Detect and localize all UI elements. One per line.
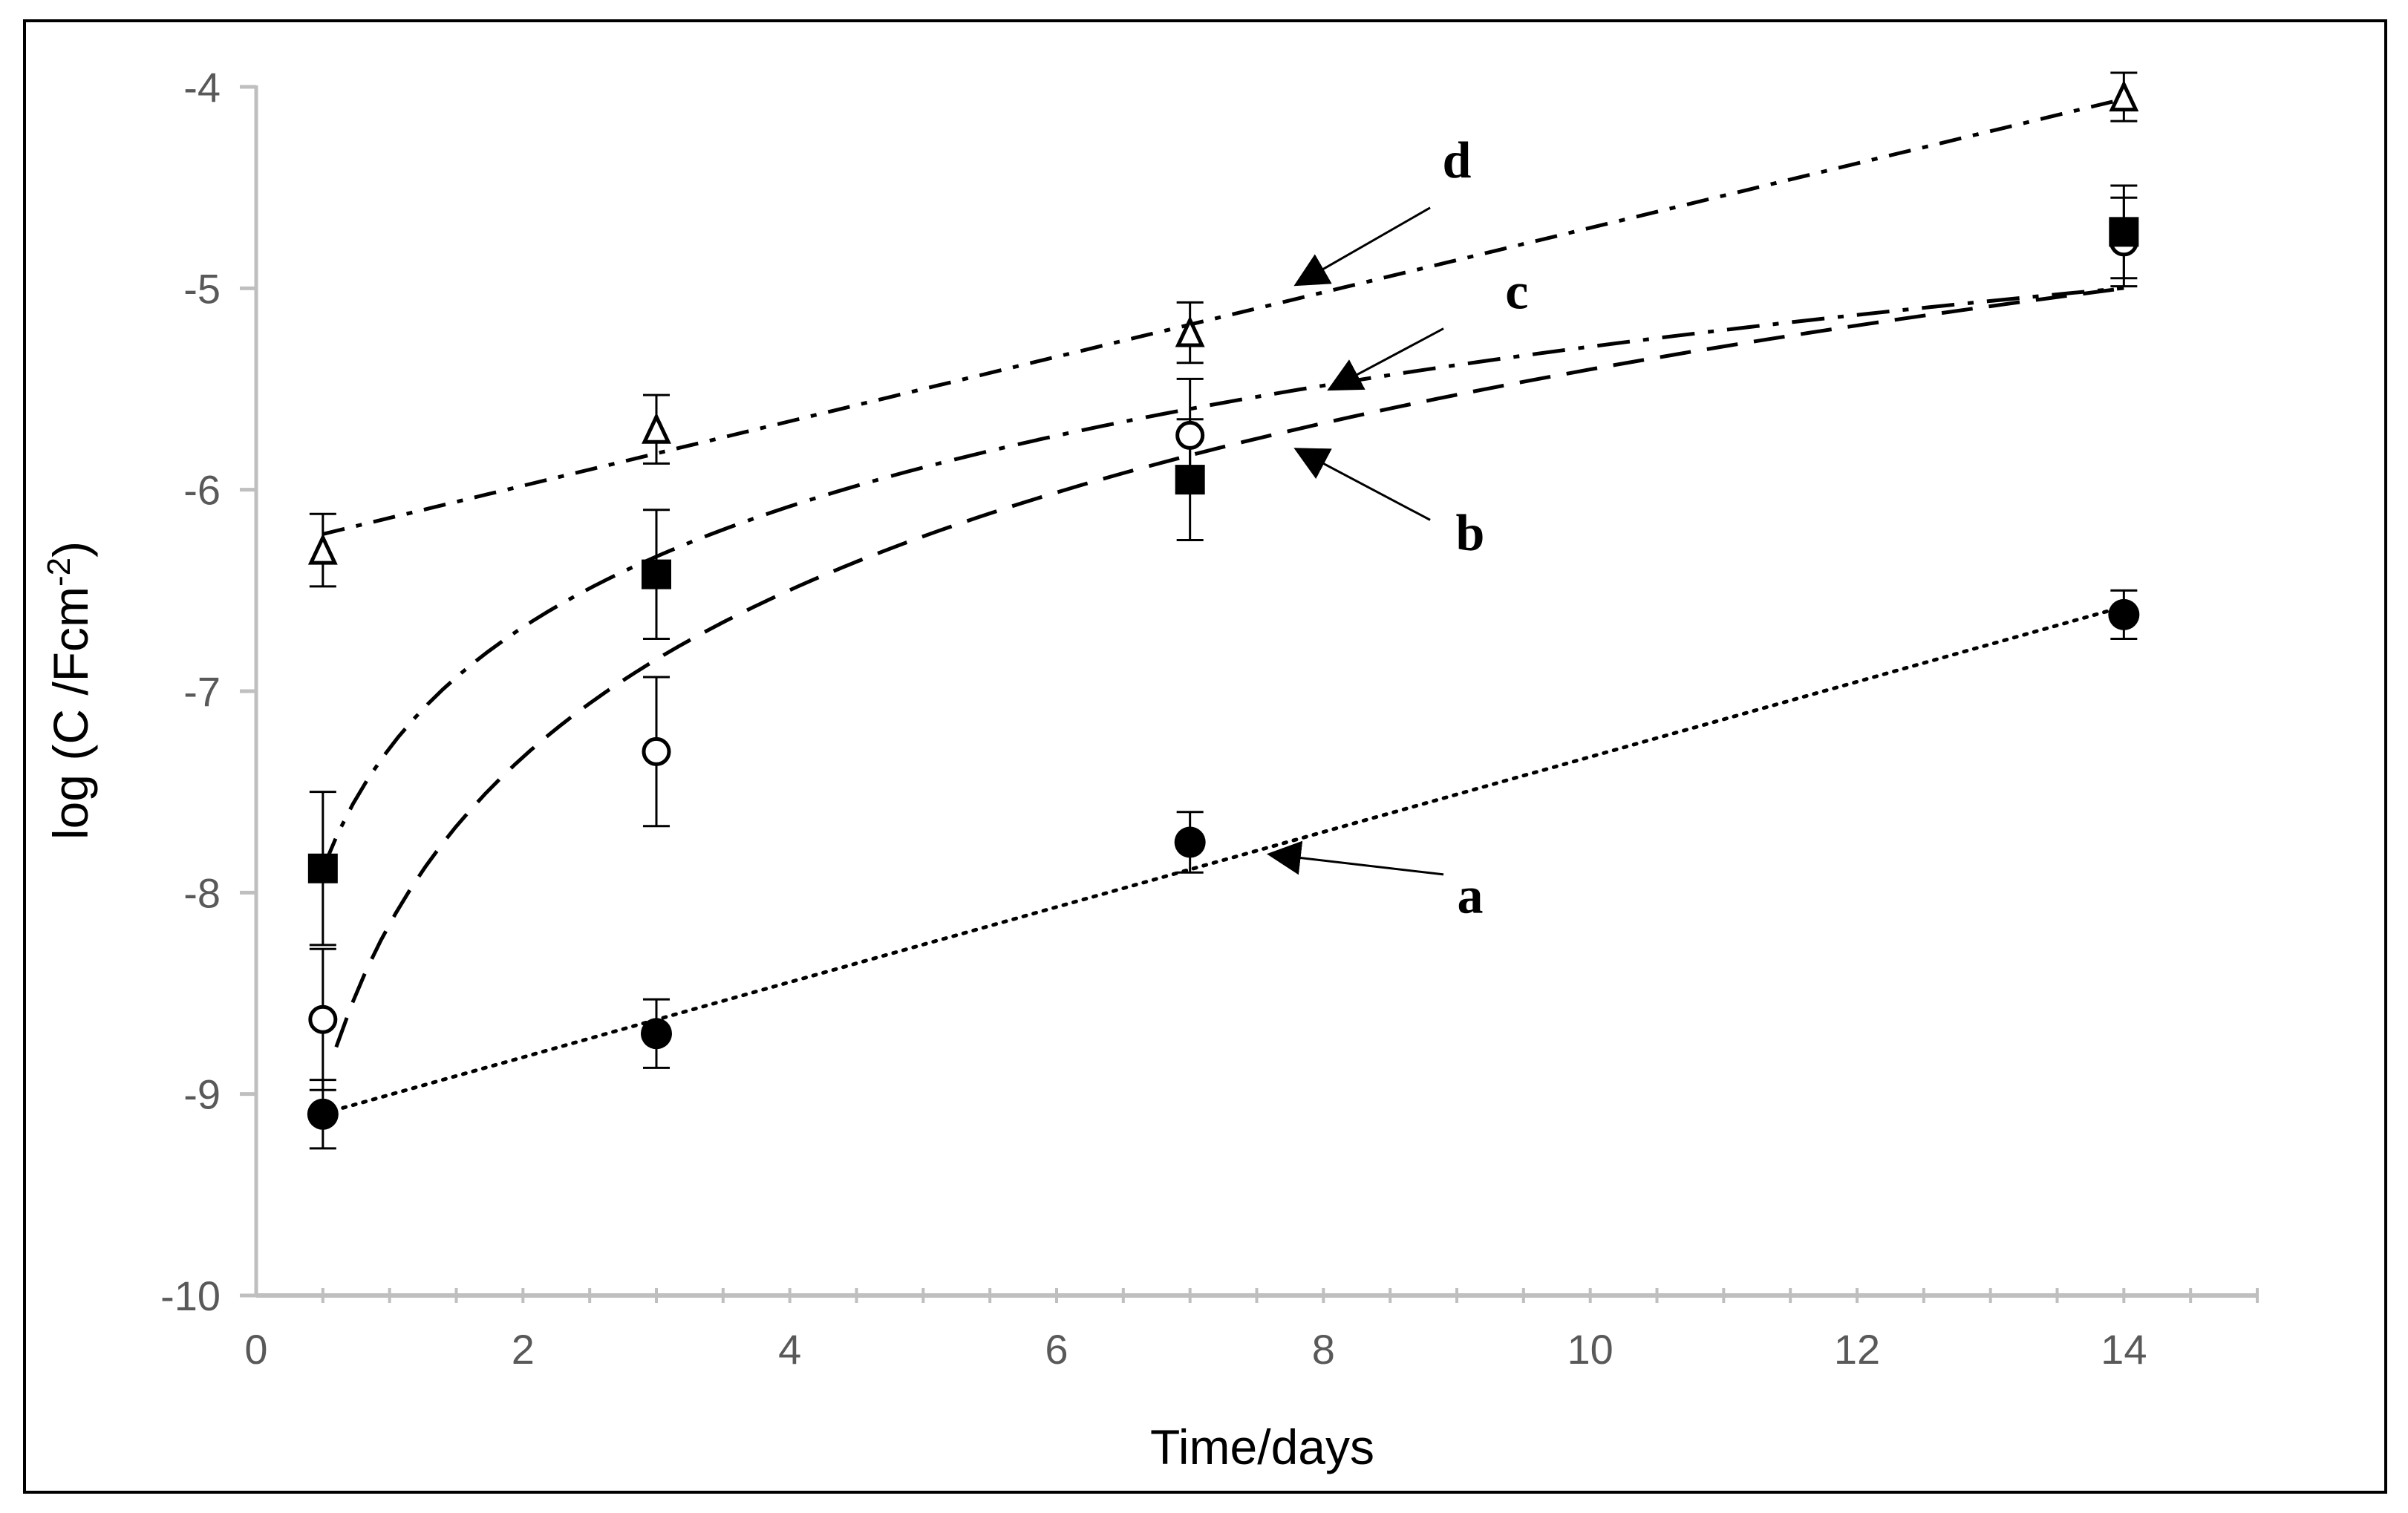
point-b — [308, 1004, 338, 1034]
annotation-label-d: d — [1443, 132, 1472, 189]
y-tick-label: -7 — [183, 668, 221, 715]
fit-line-c — [321, 286, 2124, 870]
y-axis-title-close: ) — [43, 541, 98, 558]
x-tick-label: 0 — [244, 1326, 267, 1373]
y-tick-label: -8 — [183, 869, 221, 916]
point-c — [2109, 217, 2139, 247]
y-axis-title: log (C /Fcm-2) — [41, 541, 99, 840]
point-c — [1175, 465, 1205, 495]
fit-line-d — [322, 97, 2124, 536]
point-b — [642, 736, 671, 766]
plot-area: 0 2 4 6 8 10 12 14 -10 -9 -8 -7 -6 -5 -4 Time/days log (… — [41, 64, 2259, 1474]
point-d — [2109, 79, 2139, 112]
x-tick-label: 6 — [1045, 1326, 1068, 1373]
point-d — [1175, 316, 1205, 347]
annotation-arrow-b — [1293, 448, 1431, 521]
point-b — [1175, 420, 1205, 450]
annotation-label-a: a — [1457, 867, 1483, 924]
point-d — [642, 412, 671, 444]
chart-frame — [23, 19, 2387, 1494]
point-d — [307, 533, 338, 565]
y-tick-label: -5 — [183, 265, 221, 312]
fit-line-a — [321, 604, 2126, 1116]
annotation-label-c: c — [1505, 263, 1528, 320]
annotation-label-b: b — [1455, 505, 1484, 562]
y-tick-label: -6 — [183, 467, 221, 514]
x-tick-label: 12 — [1834, 1326, 1880, 1373]
y-tick-label: -4 — [183, 64, 221, 111]
x-tick-label: 8 — [1312, 1326, 1335, 1373]
y-axis-title-main: log (C /Fcm — [43, 586, 98, 840]
x-tick-label: 14 — [2101, 1326, 2147, 1373]
x-tick-label: 4 — [778, 1326, 801, 1373]
fit-line-b — [334, 286, 2124, 1048]
annotation-arrow-c — [1327, 327, 1444, 391]
point-c — [642, 559, 671, 589]
annotation-arrow-d — [1293, 206, 1431, 287]
x-tick-label: 2 — [512, 1326, 535, 1373]
annotation-arrow-a — [1266, 840, 1444, 876]
point-c — [307, 853, 338, 883]
point-a — [1174, 826, 1206, 858]
y-tick-label: -9 — [183, 1071, 221, 1118]
x-tick-label: 10 — [1567, 1326, 1614, 1373]
y-tick-label: -10 — [160, 1272, 221, 1319]
point-a — [307, 1098, 339, 1130]
point-a — [641, 1018, 672, 1050]
y-axis-title-superscript: -2 — [41, 558, 77, 586]
point-a — [2108, 598, 2140, 630]
x-axis-title: Time/days — [1150, 1419, 1374, 1474]
